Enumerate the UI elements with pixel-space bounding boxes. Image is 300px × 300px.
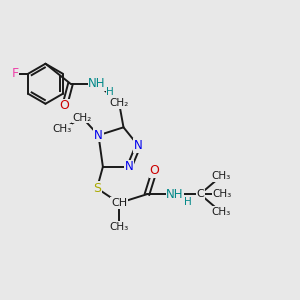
Text: NH: NH: [166, 188, 184, 201]
Text: O: O: [149, 164, 159, 177]
Text: CH₃: CH₃: [211, 207, 230, 217]
Text: N: N: [134, 139, 142, 152]
Text: F: F: [11, 67, 18, 80]
Text: CH: CH: [111, 198, 127, 208]
Text: CH₃: CH₃: [52, 124, 71, 134]
Text: CH₃: CH₃: [212, 189, 232, 199]
Text: CH₂: CH₂: [73, 112, 92, 123]
Text: S: S: [93, 182, 101, 195]
Text: H: H: [106, 87, 114, 97]
Text: CH₃: CH₃: [110, 222, 129, 232]
Text: N: N: [94, 129, 103, 142]
Text: CH₃: CH₃: [211, 172, 230, 182]
Text: CH₂: CH₂: [110, 98, 129, 108]
Text: H: H: [184, 197, 192, 207]
Text: O: O: [60, 99, 70, 112]
Text: NH: NH: [88, 77, 106, 90]
Text: N: N: [125, 160, 134, 173]
Text: C: C: [196, 189, 204, 199]
